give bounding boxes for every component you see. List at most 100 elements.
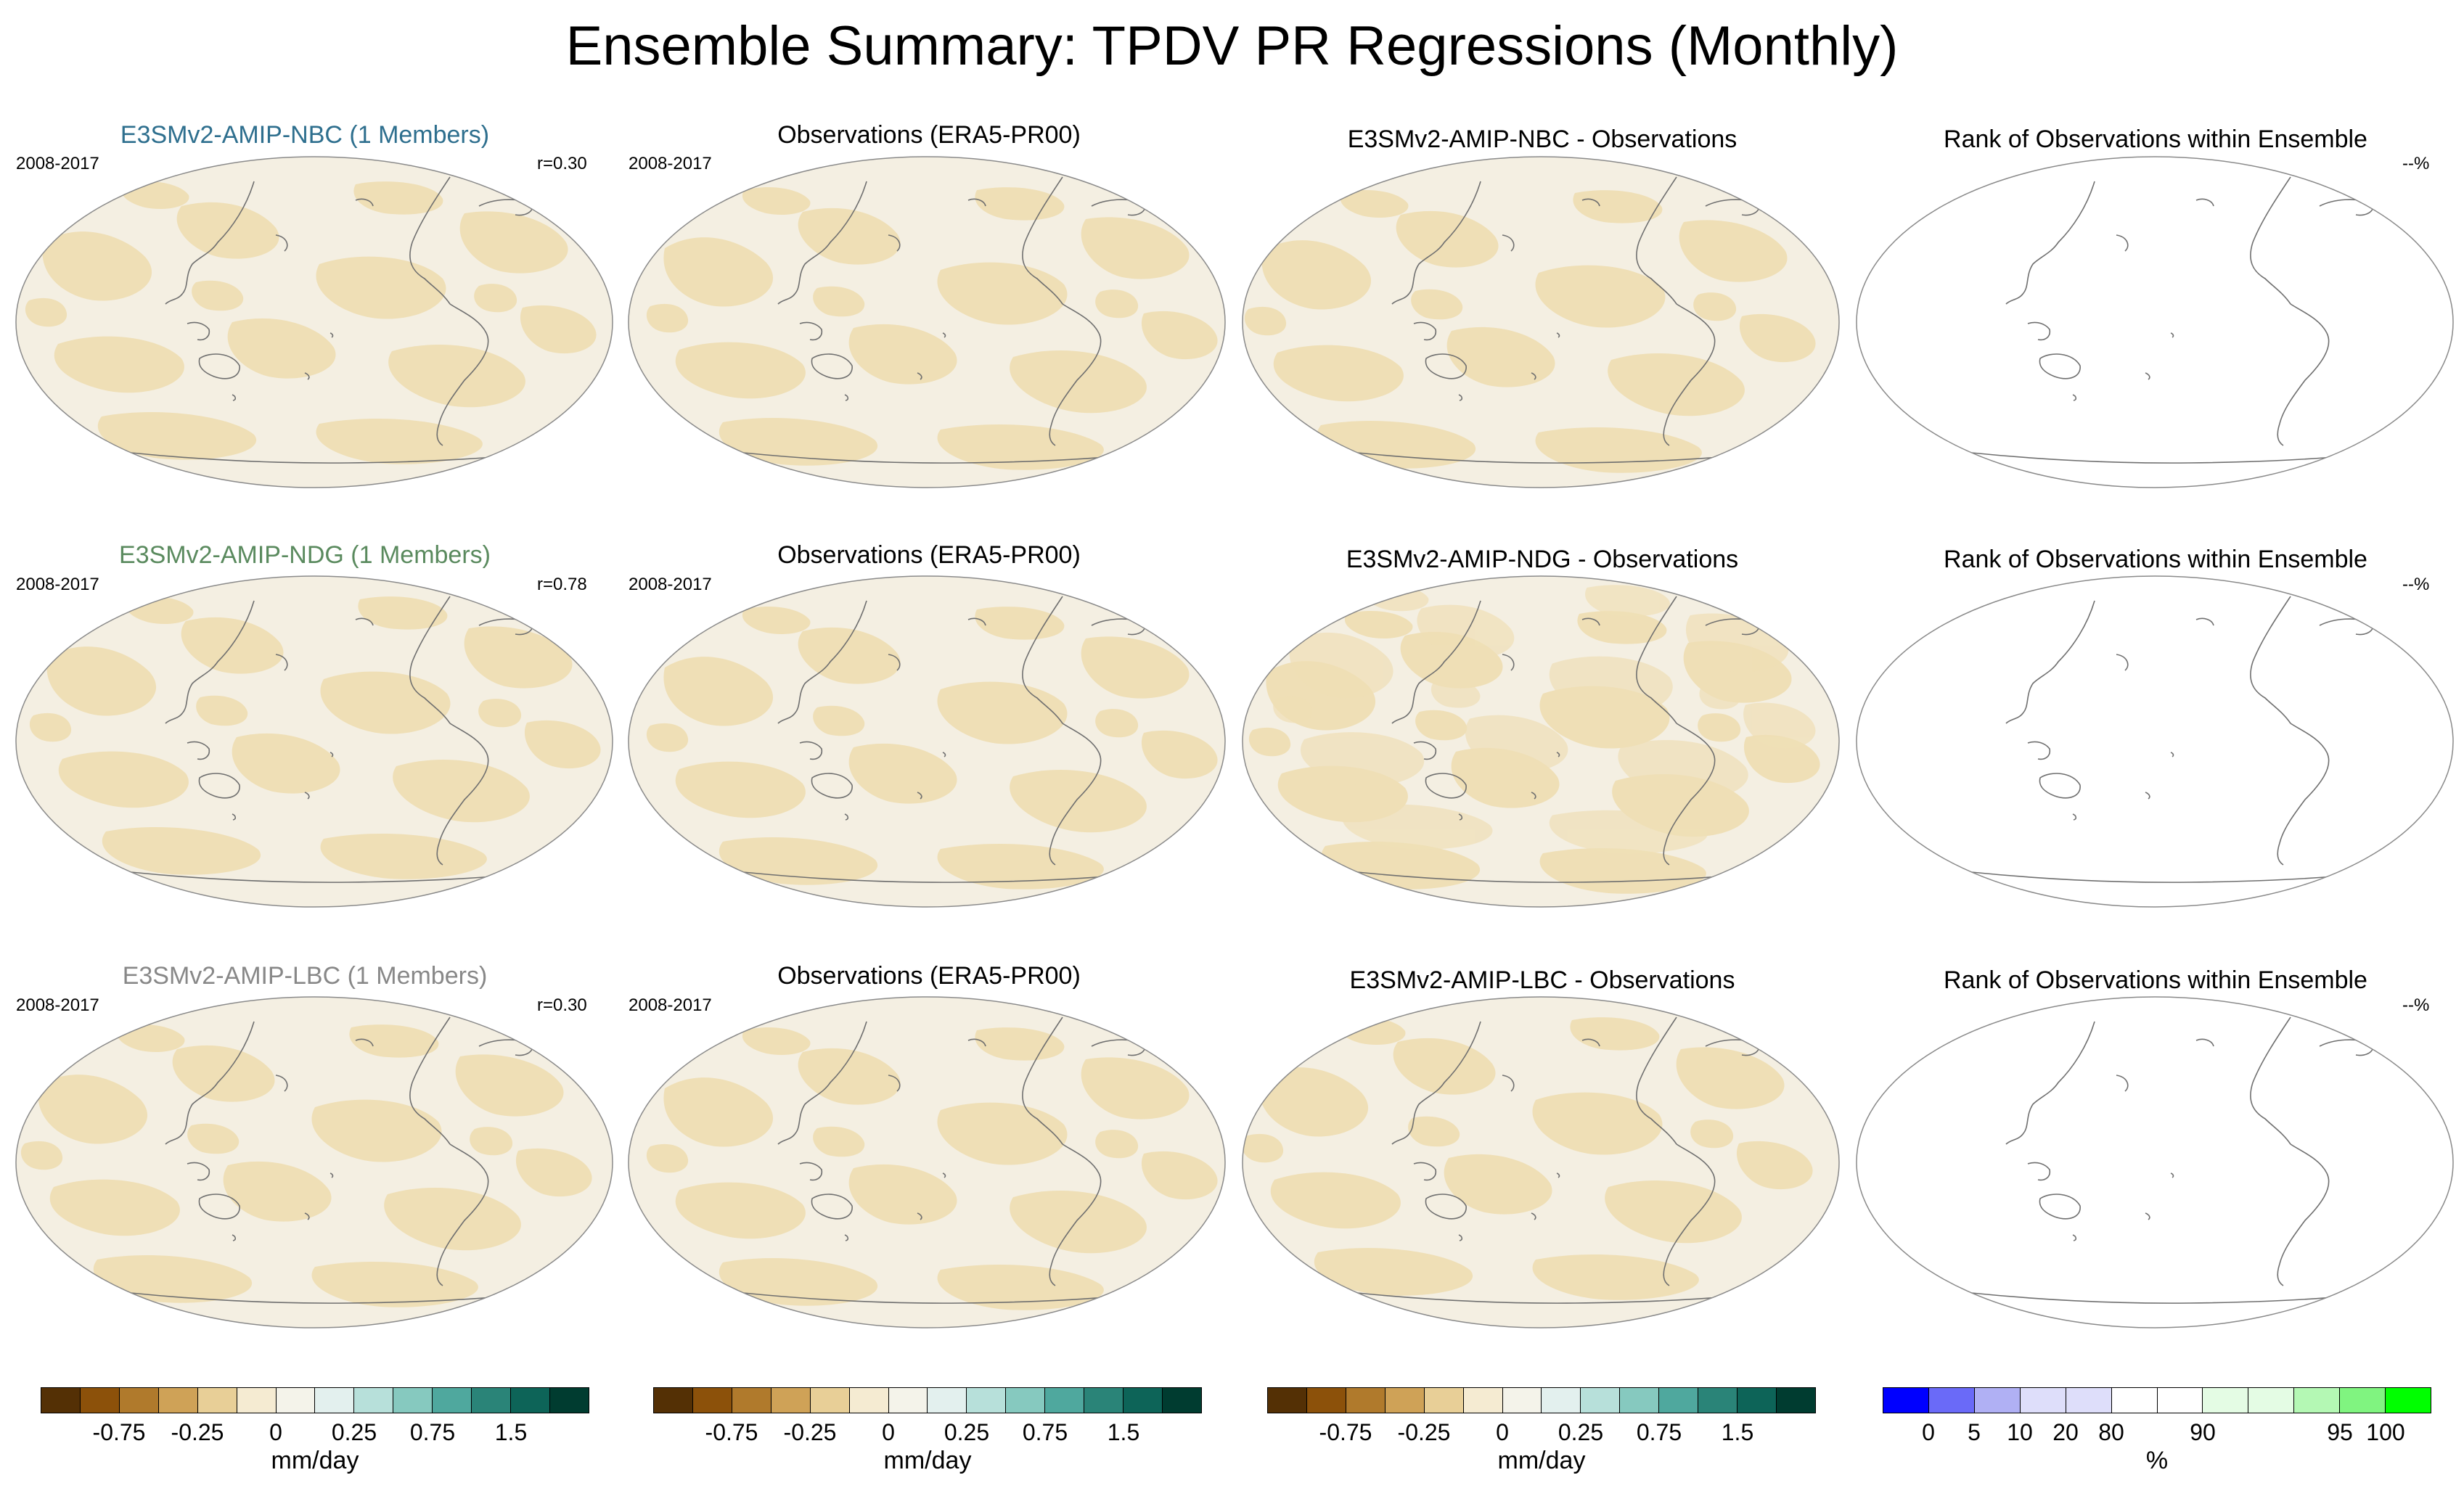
rank-title: Rank of Observations within Ensemble [1944, 546, 2367, 573]
model-title-ndg: E3SMv2-AMIP-NDG (1 Members) [119, 541, 491, 569]
rank-title: Rank of Observations within Ensemble [1944, 126, 2367, 153]
colorbar-swatch [353, 1387, 394, 1413]
map-difference-ndg [1241, 575, 1841, 908]
colorbar-swatch [2019, 1387, 2066, 1413]
colorbar-swatch [848, 1387, 889, 1413]
colorbar-swatch [2339, 1387, 2386, 1413]
colorbar-swatch [1973, 1387, 2021, 1413]
globe-map [15, 996, 613, 1328]
colorbar-tick-label: 5 [1968, 1419, 1981, 1445]
colorbar-swatch [1005, 1387, 1046, 1413]
colorbar-swatch [275, 1387, 316, 1413]
map-model-nbc [15, 155, 614, 489]
colorbar-swatch [1928, 1387, 1975, 1413]
colorbar-swatch [157, 1387, 198, 1413]
colorbar-unit-label: % [2145, 1447, 2169, 1474]
model-title-lbc: E3SMv2-AMIP-LBC (1 Members) [122, 962, 488, 990]
globe-map [15, 156, 613, 488]
diff-title: E3SMv2-AMIP-NBC - Observations [1347, 126, 1738, 153]
colorbar-swatch [1775, 1387, 1816, 1413]
colorbar-swatch [888, 1387, 928, 1413]
colorbar-swatch [770, 1387, 811, 1413]
colorbar-swatch [118, 1387, 159, 1413]
globe-map [1242, 156, 1840, 488]
colorbar-difference: -0.75 -0.25 0 0.25 0.75 1.5 mm/day [1267, 1387, 1816, 1474]
map-observations [627, 995, 1227, 1329]
obs-title: Observations (ERA5-PR00) [777, 541, 1081, 569]
map-difference-lbc [1241, 995, 1841, 1329]
colorbar-swatch [2111, 1387, 2158, 1413]
period-label: 2008-2017 [16, 995, 99, 1015]
obs-title: Observations (ERA5-PR00) [777, 121, 1081, 149]
colorbar-boxes [653, 1387, 1202, 1413]
colorbar-swatch [41, 1387, 81, 1413]
colorbar-swatch [549, 1387, 589, 1413]
colorbar-swatch [1580, 1387, 1621, 1413]
colorbar-swatch [1658, 1387, 1699, 1413]
colorbar-boxes [1883, 1387, 2432, 1413]
map-rank-ndg [1855, 575, 2455, 908]
diff-title: E3SMv2-AMIP-LBC - Observations [1349, 966, 1735, 994]
colorbar-tick-label: 10 [2007, 1419, 2033, 1445]
colorbar-model: -0.75 -0.25 0 0.25 0.75 1.5 mm/day [41, 1387, 589, 1474]
correlation-label: r=0.30 [537, 154, 587, 173]
map-observations [627, 155, 1227, 489]
colorbar-swatch [432, 1387, 472, 1413]
colorbar-swatch [2202, 1387, 2249, 1413]
colorbar-swatch [1698, 1387, 1738, 1413]
colorbar-tick-label: 0.25 [944, 1419, 990, 1445]
colorbar-boxes [1267, 1387, 1816, 1413]
colorbar-tick-label: 0.75 [409, 1419, 456, 1445]
colorbar-tick-label: 0.75 [1022, 1419, 1068, 1445]
colorbar-unit-label: mm/day [883, 1447, 972, 1474]
colorbar-tick-label: 100 [2366, 1419, 2405, 1445]
globe-map [1856, 156, 2454, 488]
correlation-label: r=0.78 [537, 575, 587, 594]
colorbar-swatch [197, 1387, 237, 1413]
colorbar-swatch [731, 1387, 771, 1413]
colorbar-tick-label: 1.5 [1107, 1419, 1140, 1445]
colorbar-swatch [1737, 1387, 1777, 1413]
colorbar-swatch [1161, 1387, 1202, 1413]
colorbar-swatch [1267, 1387, 1307, 1413]
colorbar-tick-label: 0.75 [1636, 1419, 1682, 1445]
colorbar-tick-label: 0 [269, 1419, 282, 1445]
colorbar-unit-label: mm/day [1497, 1447, 1586, 1474]
correlation-label: r=0.30 [537, 995, 587, 1015]
colorbar-unit-label: mm/day [271, 1447, 359, 1474]
colorbar-swatch [393, 1387, 433, 1413]
colorbar-swatch [927, 1387, 967, 1413]
colorbar-rank: 0 5 10 20 80 90 95 100% [1883, 1387, 2432, 1474]
map-observations [627, 575, 1227, 908]
colorbar-swatch [966, 1387, 1007, 1413]
map-rank-nbc [1855, 155, 2455, 489]
colorbar-swatch [2156, 1387, 2203, 1413]
colorbar-swatch [2248, 1387, 2295, 1413]
globe-map [1242, 575, 1840, 908]
period-label: 2008-2017 [16, 575, 99, 594]
colorbar-swatch [653, 1387, 693, 1413]
colorbar-tick-label: -0.25 [171, 1419, 224, 1445]
model-title-nbc: E3SMv2-AMIP-NBC (1 Members) [120, 121, 490, 149]
globe-map [1856, 996, 2454, 1328]
colorbar-tick-label: 1.5 [1721, 1419, 1754, 1445]
period-label: 2008-2017 [629, 154, 712, 173]
colorbar-tick-label: 1.5 [494, 1419, 528, 1445]
map-model-ndg [15, 575, 614, 908]
rank-value-label: --% [2402, 575, 2430, 594]
colorbar-tick-label: -0.25 [1397, 1419, 1451, 1445]
colorbar-swatch [1306, 1387, 1346, 1413]
period-label: 2008-2017 [629, 995, 712, 1015]
colorbar-tick-label: 0 [1496, 1419, 1509, 1445]
colorbar-swatch [2065, 1387, 2112, 1413]
colorbar-swatch [1345, 1387, 1386, 1413]
colorbar-tick-label: 20 [2052, 1419, 2079, 1445]
globe-map [15, 575, 613, 908]
colorbar-tick-label: -0.25 [783, 1419, 837, 1445]
colorbar-swatch [236, 1387, 277, 1413]
colorbar-tick-label: 80 [2098, 1419, 2124, 1445]
globe-map [1856, 575, 2454, 908]
colorbar-tick-label: 0 [1922, 1419, 1935, 1445]
colorbar-swatch [79, 1387, 120, 1413]
period-label: 2008-2017 [16, 154, 99, 173]
